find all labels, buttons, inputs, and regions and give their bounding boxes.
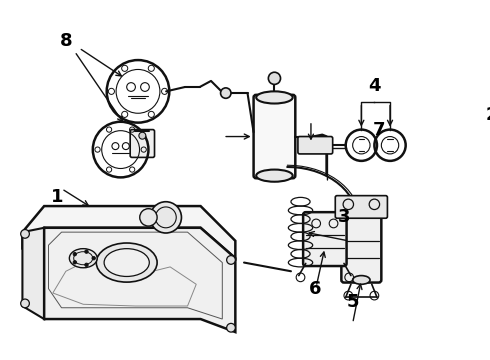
Text: 8: 8 (60, 32, 72, 50)
Polygon shape (23, 228, 44, 319)
Circle shape (150, 202, 181, 233)
Polygon shape (23, 206, 235, 258)
Ellipse shape (353, 276, 370, 284)
Ellipse shape (70, 249, 97, 268)
Circle shape (269, 72, 281, 84)
FancyBboxPatch shape (130, 130, 154, 157)
Circle shape (21, 230, 29, 238)
Text: 2: 2 (486, 106, 490, 124)
Circle shape (220, 88, 231, 98)
Text: 1: 1 (51, 188, 63, 206)
Ellipse shape (256, 91, 293, 104)
Ellipse shape (104, 249, 149, 276)
Polygon shape (44, 228, 235, 332)
Circle shape (139, 132, 146, 139)
FancyBboxPatch shape (303, 212, 346, 266)
Ellipse shape (256, 170, 293, 182)
Circle shape (140, 209, 157, 226)
Circle shape (73, 252, 76, 256)
Text: 4: 4 (368, 77, 381, 95)
Text: 6: 6 (309, 280, 321, 298)
Text: 3: 3 (338, 207, 350, 225)
Circle shape (85, 263, 88, 266)
Circle shape (227, 256, 235, 264)
Text: 5: 5 (346, 293, 359, 311)
FancyBboxPatch shape (342, 212, 381, 283)
Ellipse shape (97, 243, 157, 282)
Circle shape (21, 299, 29, 308)
Circle shape (85, 250, 88, 253)
FancyBboxPatch shape (298, 136, 333, 154)
FancyBboxPatch shape (335, 195, 388, 218)
FancyBboxPatch shape (254, 95, 295, 178)
Circle shape (92, 256, 96, 260)
Circle shape (227, 323, 235, 332)
Text: 7: 7 (372, 121, 385, 139)
Circle shape (73, 261, 76, 264)
